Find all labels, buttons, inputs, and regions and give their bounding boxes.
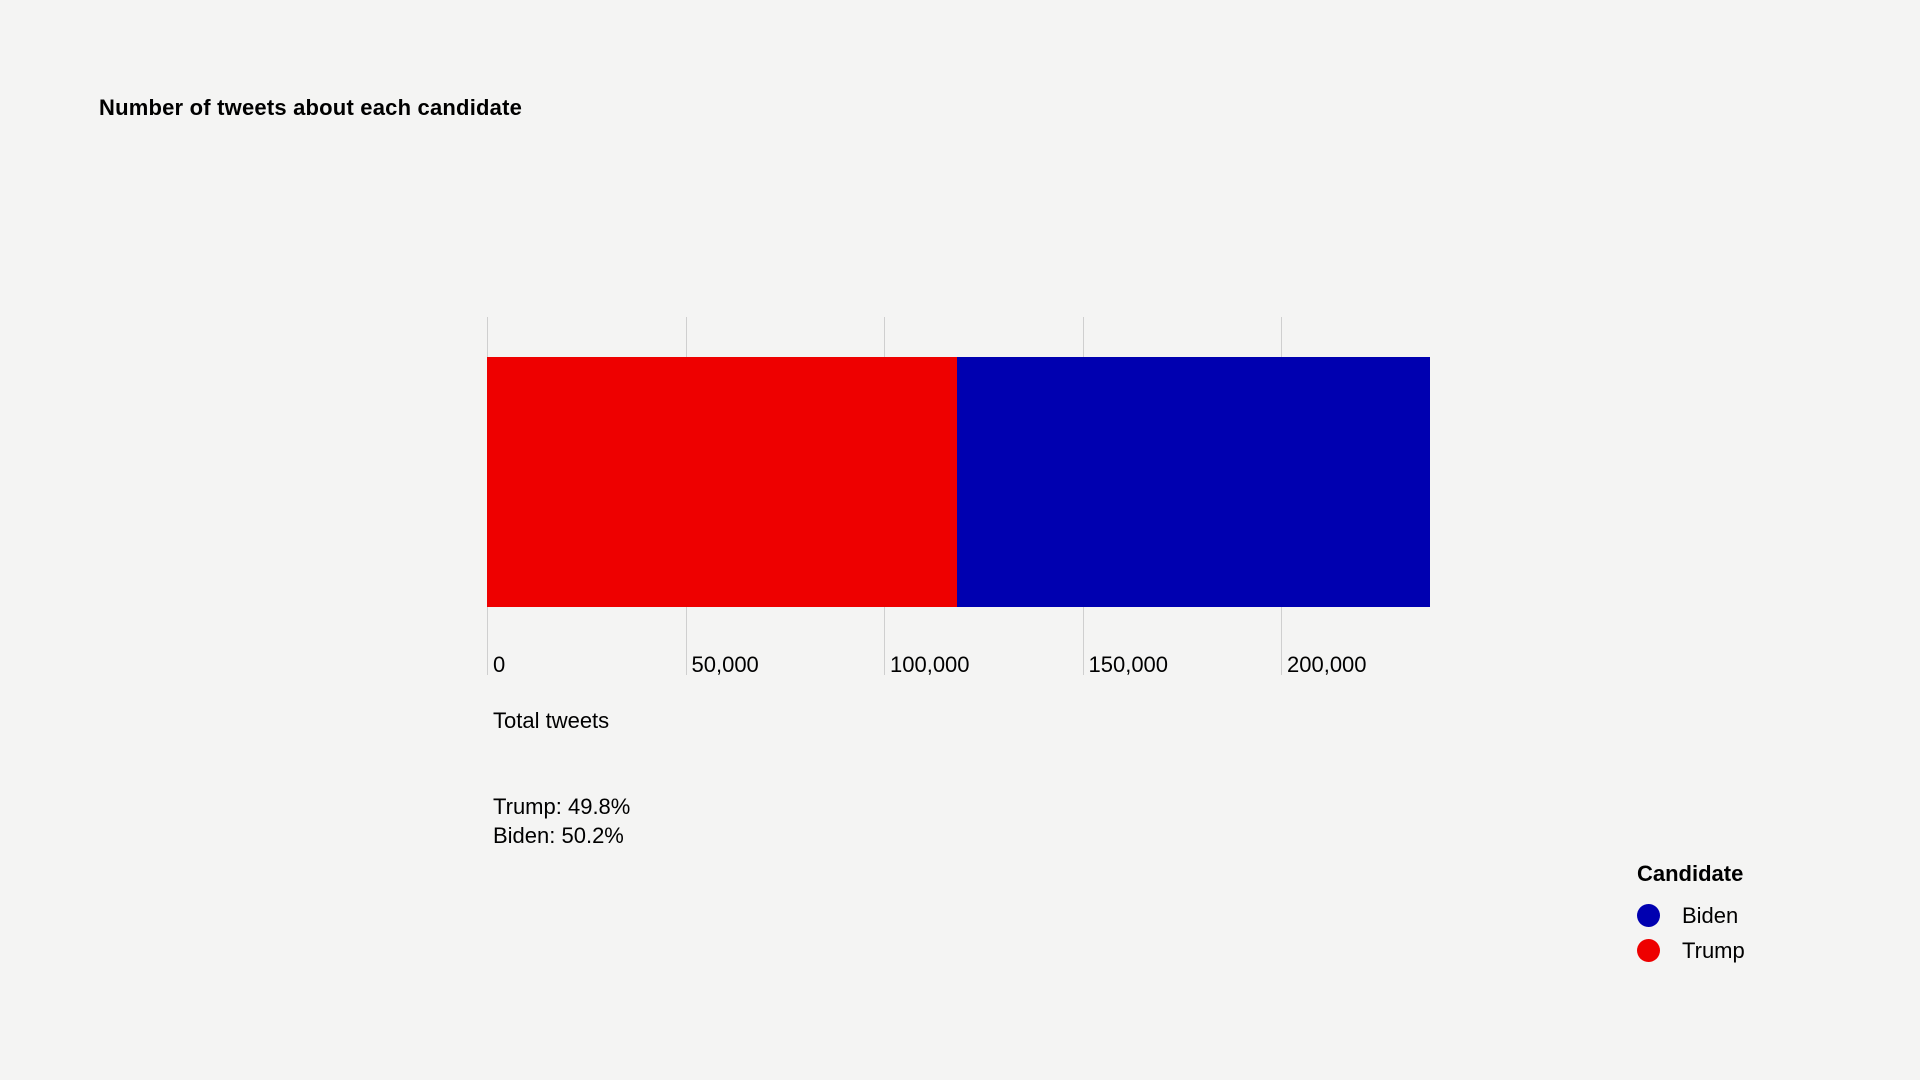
x-axis-tick-bottom	[487, 607, 488, 675]
annotation-line: Trump: 49.8%	[493, 794, 631, 819]
x-axis-tick-label: 100,000	[890, 652, 970, 677]
bar-segment-biden	[956, 357, 1430, 607]
chart-title: Number of tweets about each candidate	[99, 95, 523, 120]
x-axis-title: Total tweets	[493, 708, 610, 733]
legend-item-trump: Trump	[1637, 933, 1745, 968]
x-axis-tick-top	[1281, 317, 1282, 357]
bar-segment-trump	[487, 357, 957, 607]
x-axis-tick-bottom	[685, 607, 687, 675]
legend-item-label: Biden	[1682, 902, 1739, 928]
legend-items: Biden Trump	[1637, 898, 1745, 968]
legend-title: Candidate	[1637, 861, 1744, 886]
legend: Candidate Biden Trump	[1637, 861, 1745, 968]
x-axis-tick-label: 0	[493, 652, 506, 677]
x-axis-tick-top	[487, 317, 488, 357]
legend-swatch-icon	[1637, 939, 1660, 962]
legend-swatch-icon	[1637, 904, 1660, 927]
legend-item-biden: Biden	[1637, 898, 1745, 933]
annotation-line: Biden: 50.2%	[493, 823, 624, 848]
x-axis-tick-label: 150,000	[1088, 652, 1169, 677]
x-axis-tick-bottom	[1082, 607, 1084, 675]
x-axis-tick-top	[685, 317, 687, 357]
x-axis-tick-top	[1082, 317, 1084, 357]
x-axis-tick-label: 200,000	[1287, 652, 1367, 677]
x-axis-tick-bottom	[884, 607, 885, 675]
x-axis-tick-bottom	[1281, 607, 1282, 675]
stacked-bar	[0, 357, 1920, 607]
annotation-block: Trump: 49.8% Biden: 50.2%	[493, 792, 630, 850]
x-axis-tick-top	[884, 317, 885, 357]
legend-item-label: Trump	[1682, 937, 1745, 963]
x-axis-tick-label: 50,000	[691, 652, 759, 677]
